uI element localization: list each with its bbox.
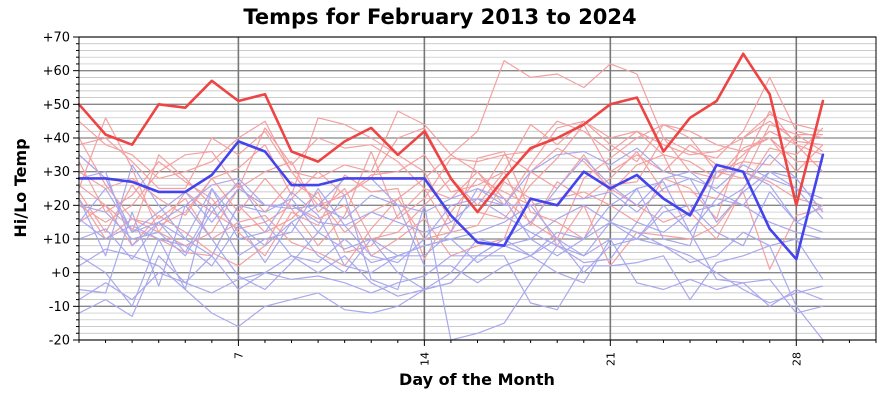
past-low-line-11 [78,157,824,297]
x-axis-label: Day of the Month [399,370,555,389]
past-low-line-10 [78,147,824,257]
past-low-line-12 [78,171,824,284]
y-axis-ticks: -20 -10 +0 +10 +20 +30 +40 +50 +60 +70 [43,31,79,349]
y-tick-label: -10 [49,300,70,315]
past-low-line-9 [78,154,824,264]
x-axis-ticks: 7 14 21 28 [78,340,877,366]
y-tick-label: +50 [43,98,70,113]
y-tick-label: -20 [49,334,70,349]
y-axis-label: Hi/Lo Temp [11,138,30,237]
y-tick-label: +30 [43,165,70,180]
highlight-series-group [77,52,825,261]
chart-title: Temps for February 2013 to 2024 [243,5,636,29]
x-tick-label: 28 [790,352,803,366]
past-low-series-group [78,147,824,341]
highlight-high-line [77,52,825,214]
past-low-line-1 [78,198,824,341]
x-tick-label: 14 [418,352,431,366]
past-low-line-5 [78,171,824,233]
x-tick-label: 21 [604,352,617,366]
highlight-low-line [77,140,825,261]
past-high-line-5 [78,120,824,233]
y-tick-label: +60 [43,64,70,79]
y-tick-label: +10 [43,233,70,248]
y-tick-label: +40 [43,132,70,147]
past-low-line-7 [78,191,824,317]
y-tick-label: +20 [43,199,70,214]
x-tick-label: 7 [232,352,245,359]
y-tick-label: +0 [51,266,70,281]
past-low-line-4 [78,204,824,304]
y-tick-label: +70 [43,31,70,46]
